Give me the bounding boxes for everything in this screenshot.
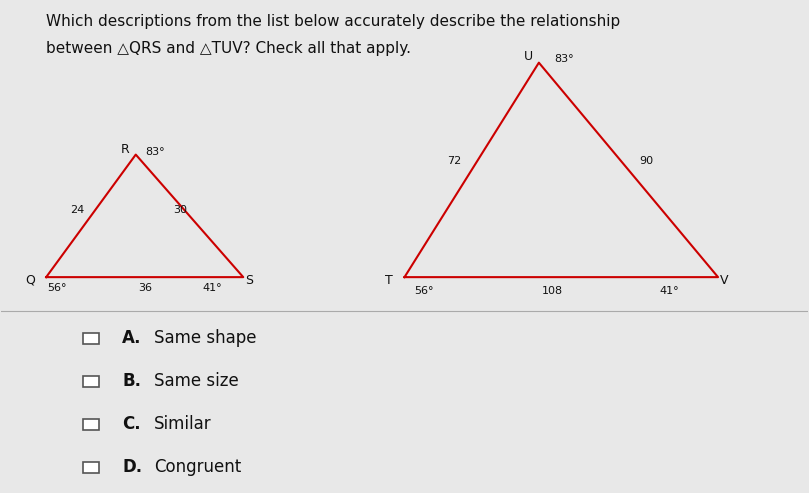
Text: C.: C. bbox=[122, 415, 141, 433]
Text: 72: 72 bbox=[447, 156, 461, 166]
Text: V: V bbox=[720, 274, 729, 287]
Text: 83°: 83° bbox=[146, 146, 165, 156]
Text: T: T bbox=[384, 274, 392, 287]
Text: 41°: 41° bbox=[659, 285, 679, 296]
Text: Congruent: Congruent bbox=[154, 458, 241, 476]
Text: Which descriptions from the list below accurately describe the relationship: Which descriptions from the list below a… bbox=[46, 14, 621, 29]
Text: A.: A. bbox=[122, 329, 142, 348]
Text: 24: 24 bbox=[70, 205, 85, 215]
Text: 108: 108 bbox=[542, 285, 563, 296]
FancyBboxPatch shape bbox=[83, 376, 99, 387]
FancyBboxPatch shape bbox=[83, 333, 99, 344]
Text: 56°: 56° bbox=[414, 285, 434, 296]
Text: 56°: 56° bbox=[47, 283, 66, 293]
Text: 83°: 83° bbox=[554, 54, 574, 64]
Text: Similar: Similar bbox=[154, 415, 211, 433]
Text: R: R bbox=[121, 143, 129, 156]
Text: S: S bbox=[245, 274, 253, 287]
Text: 36: 36 bbox=[138, 283, 152, 293]
FancyBboxPatch shape bbox=[83, 419, 99, 430]
Text: 30: 30 bbox=[174, 205, 188, 215]
Text: Q: Q bbox=[25, 274, 35, 287]
Text: Same shape: Same shape bbox=[154, 329, 256, 348]
Text: U: U bbox=[523, 50, 532, 63]
Text: 90: 90 bbox=[639, 156, 654, 166]
Text: B.: B. bbox=[122, 372, 142, 390]
Text: between △QRS and △TUV? Check all that apply.: between △QRS and △TUV? Check all that ap… bbox=[46, 41, 411, 56]
Text: Same size: Same size bbox=[154, 372, 239, 390]
Text: 41°: 41° bbox=[202, 283, 222, 293]
FancyBboxPatch shape bbox=[83, 461, 99, 473]
Text: D.: D. bbox=[122, 458, 142, 476]
